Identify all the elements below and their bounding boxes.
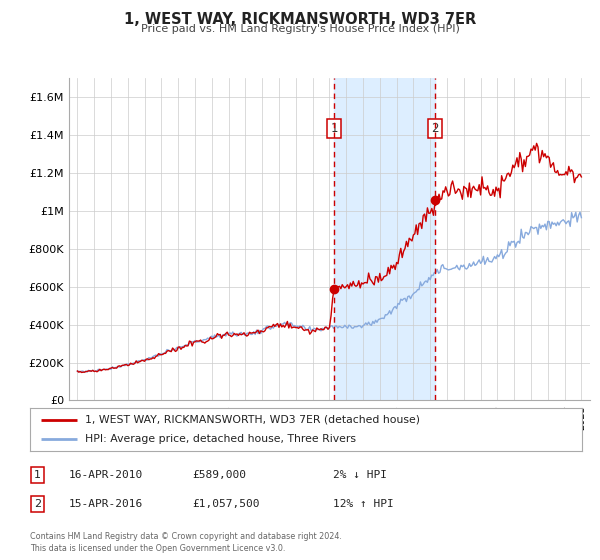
Text: 1, WEST WAY, RICKMANSWORTH, WD3 7ER: 1, WEST WAY, RICKMANSWORTH, WD3 7ER (124, 12, 476, 27)
Text: Contains HM Land Registry data © Crown copyright and database right 2024.: Contains HM Land Registry data © Crown c… (30, 532, 342, 541)
Text: HPI: Average price, detached house, Three Rivers: HPI: Average price, detached house, Thre… (85, 435, 356, 444)
Text: Price paid vs. HM Land Registry's House Price Index (HPI): Price paid vs. HM Land Registry's House … (140, 24, 460, 34)
Text: This data is licensed under the Open Government Licence v3.0.: This data is licensed under the Open Gov… (30, 544, 286, 553)
Text: 2: 2 (431, 122, 439, 135)
Text: 1: 1 (34, 470, 41, 480)
Text: £589,000: £589,000 (192, 470, 246, 480)
Text: 1, WEST WAY, RICKMANSWORTH, WD3 7ER (detached house): 1, WEST WAY, RICKMANSWORTH, WD3 7ER (det… (85, 415, 420, 424)
Text: 2: 2 (34, 499, 41, 509)
Text: 1: 1 (331, 122, 338, 135)
Text: 2% ↓ HPI: 2% ↓ HPI (333, 470, 387, 480)
Text: 15-APR-2016: 15-APR-2016 (69, 499, 143, 509)
Text: £1,057,500: £1,057,500 (192, 499, 260, 509)
Bar (334, 78, 435, 400)
Text: 12% ↑ HPI: 12% ↑ HPI (333, 499, 394, 509)
Text: 16-APR-2010: 16-APR-2010 (69, 470, 143, 480)
